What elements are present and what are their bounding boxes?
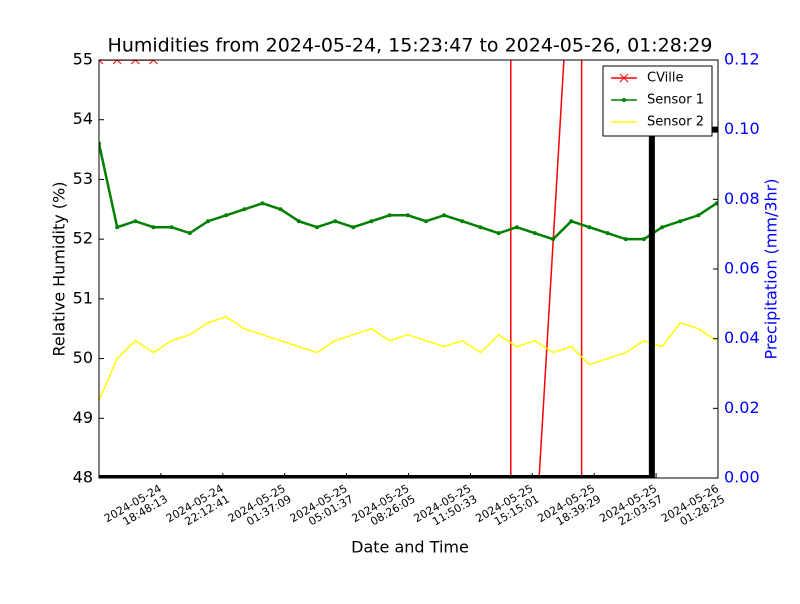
y2-tick-label: 0.08 [724,189,760,208]
point [423,219,428,224]
series-line [99,315,717,401]
y-tick-label: 48 [73,468,93,487]
point [296,219,301,224]
point [115,225,120,230]
point [514,225,519,230]
point [130,60,140,65]
point [205,219,210,224]
point [112,60,122,65]
y2-tick-label: 0.10 [724,119,760,138]
chart-title: Humidities from 2024-05-24, 15:23:47 to … [108,35,713,57]
y-tick-label: 51 [73,288,93,307]
legend-marker [619,73,629,83]
point [387,213,392,218]
point [242,207,247,212]
legend-marker [622,98,626,102]
y2-tick-label: 0.00 [724,468,760,487]
point [149,60,158,65]
y2-tick-label: 0.12 [724,50,760,69]
point [405,213,410,218]
point [660,225,665,230]
point [460,219,465,224]
y-tick-label: 52 [73,229,93,248]
y-tick-label: 55 [73,50,93,69]
point [260,201,265,206]
point [133,219,138,224]
point [714,201,718,206]
legend-label: Sensor 2 [647,115,704,130]
point [696,213,701,218]
point [351,225,356,230]
point [551,237,556,242]
y-tick-label: 49 [73,408,93,427]
point [278,207,283,212]
legend-label: CVille [647,71,684,86]
point [151,225,156,230]
legend-label: Sensor 1 [647,93,704,108]
plot-frame [98,59,719,479]
point [532,231,537,236]
point [587,225,592,230]
point [496,231,501,236]
point [478,225,483,230]
point [333,219,338,224]
point [641,237,646,242]
point [224,213,229,218]
y-axis-label: Relative Humidity (%) [50,182,69,357]
y2-tick-label: 0.02 [724,398,760,417]
point [442,213,447,218]
point [678,219,683,224]
point [569,219,574,224]
x-axis-label: Date and Time [351,538,469,557]
y-tick-label: 53 [73,169,93,188]
y2-tick-label: 0.06 [724,259,760,278]
point [99,60,104,65]
y2-tick-label: 0.04 [724,328,760,347]
point [314,225,319,230]
y-tick-label: 50 [73,348,93,367]
point [605,231,610,236]
point [169,225,174,230]
point [369,219,374,224]
point [187,231,192,236]
point [623,237,628,242]
series-line [99,60,583,478]
y-tick-label: 54 [73,109,93,128]
y2-axis-label: Precipitation (mm/3hr) [762,178,781,359]
